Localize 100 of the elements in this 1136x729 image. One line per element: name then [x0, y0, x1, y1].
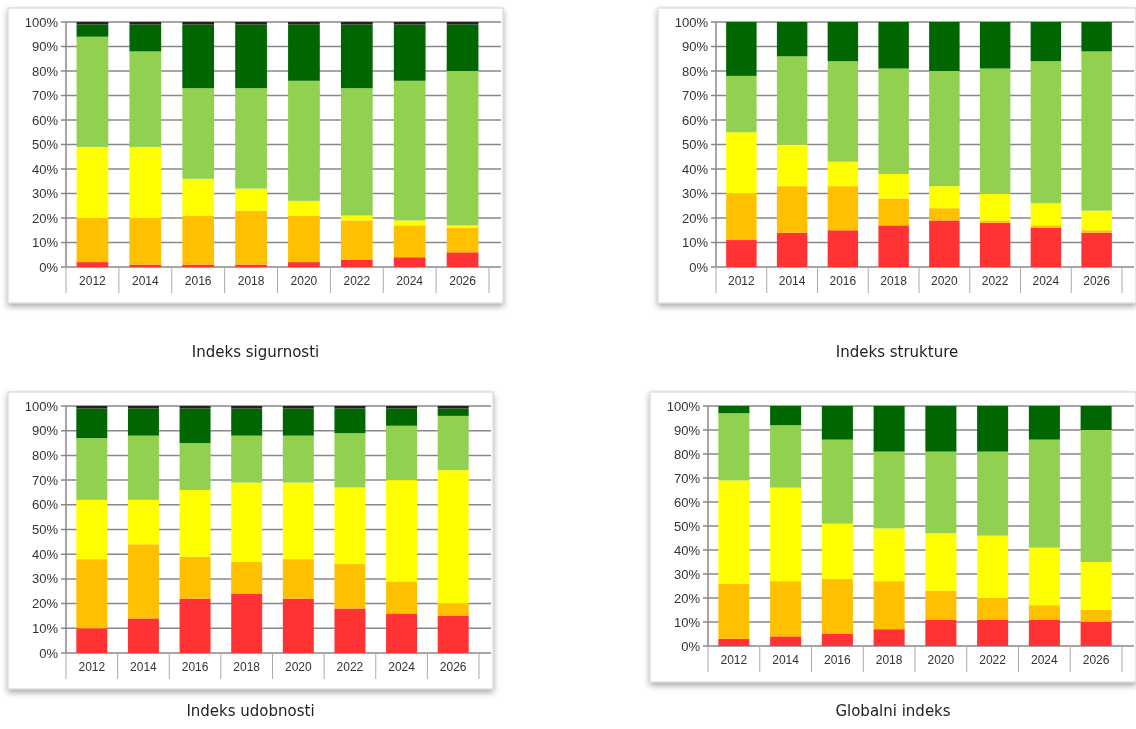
x-tick-label: 2014: [778, 274, 806, 288]
y-tick-label: 20%: [31, 210, 59, 226]
bar: [127, 408, 159, 436]
bar: [334, 487, 366, 565]
bar: [1081, 51, 1112, 211]
bar: [288, 80, 320, 201]
bar: [179, 556, 211, 599]
y-tick-label: 0%: [689, 259, 709, 275]
bar: [770, 636, 802, 646]
bar: [1081, 230, 1112, 233]
bar: [76, 628, 108, 653]
bar: [437, 415, 469, 471]
bar: [235, 188, 267, 211]
x-tick-label: 2024: [1032, 274, 1060, 288]
y-tick-label: 100%: [24, 14, 59, 30]
bar: [446, 227, 479, 253]
bar: [129, 218, 162, 265]
bar: [437, 408, 469, 416]
bar: [726, 132, 757, 194]
x-tick-label: 2026: [1083, 274, 1111, 288]
bar: [282, 559, 314, 599]
bar: [873, 406, 905, 452]
bar: [288, 215, 320, 263]
bar: [1080, 430, 1112, 562]
y-tick-label: 40%: [681, 161, 709, 177]
bar: [925, 590, 957, 620]
bar: [393, 220, 426, 226]
bar: [282, 408, 314, 436]
bar: [340, 220, 373, 260]
bar: [827, 186, 859, 231]
y-tick-label: 10%: [31, 235, 59, 251]
y-tick-label: 90%: [31, 39, 59, 55]
bar: [1030, 227, 1062, 267]
bar: [979, 220, 1011, 223]
bar: [726, 193, 757, 241]
y-tick-label: 100%: [674, 14, 709, 30]
bar: [386, 408, 418, 426]
bar: [179, 489, 211, 557]
y-tick-label: 50%: [31, 522, 59, 538]
x-tick-label: 2020: [284, 660, 312, 674]
bar: [179, 443, 211, 490]
bar: [925, 619, 957, 646]
bar: [127, 618, 159, 653]
bar: [929, 220, 960, 267]
y-tick-label: 10%: [673, 614, 701, 630]
bar: [873, 581, 905, 630]
bar: [334, 433, 366, 488]
x-tick-label: 2026: [1082, 653, 1110, 667]
y-tick-label: 60%: [31, 497, 59, 513]
bar: [334, 608, 366, 653]
y-tick-label: 80%: [681, 63, 709, 79]
x-tick-label: 2012: [720, 653, 748, 667]
bar: [129, 51, 162, 147]
bar: [76, 146, 109, 218]
bar: [827, 161, 859, 187]
bar: [231, 435, 263, 483]
bar: [878, 22, 909, 69]
bar: [386, 581, 418, 614]
bar: [235, 88, 267, 189]
bar: [1081, 232, 1112, 267]
y-tick-label: 30%: [31, 571, 59, 587]
bar: [718, 583, 750, 639]
bar: [231, 593, 263, 653]
x-tick-label: 2014: [772, 653, 800, 667]
bar: [393, 225, 426, 258]
bar: [977, 406, 1009, 452]
bar: [1028, 605, 1060, 620]
x-tick-label: 2012: [78, 660, 106, 674]
bar: [718, 480, 750, 584]
y-tick-label: 70%: [673, 470, 701, 486]
bar: [76, 499, 108, 560]
bar: [770, 581, 802, 637]
bar: [182, 178, 215, 216]
y-tick-label: 90%: [681, 39, 709, 55]
text: Indeks udobnosti: [186, 702, 315, 720]
bar: [776, 56, 808, 145]
x-tick-label: 2018: [233, 660, 261, 674]
y-tick-label: 30%: [31, 186, 59, 202]
text: Globalni indeks: [835, 702, 951, 720]
bar: [129, 24, 162, 52]
y-tick-label: 100%: [24, 398, 59, 414]
y-tick-label: 60%: [31, 112, 59, 128]
text: Indeks strukture: [835, 343, 959, 361]
y-tick-label: 80%: [31, 447, 59, 463]
y-tick-label: 50%: [31, 137, 59, 153]
bar: [1028, 439, 1060, 548]
bar: [1030, 203, 1062, 226]
x-tick-label: 2018: [237, 274, 265, 288]
bar: [770, 487, 802, 582]
bar: [182, 215, 215, 265]
y-tick-label: 30%: [673, 566, 701, 582]
bar: [231, 482, 263, 562]
y-tick-label: 60%: [673, 494, 701, 510]
bar: [878, 225, 909, 267]
bar: [340, 88, 373, 216]
y-tick-label: 10%: [31, 620, 59, 636]
bar: [726, 240, 757, 267]
bar: [386, 480, 418, 582]
bar: [1080, 562, 1112, 610]
bar: [340, 259, 373, 267]
